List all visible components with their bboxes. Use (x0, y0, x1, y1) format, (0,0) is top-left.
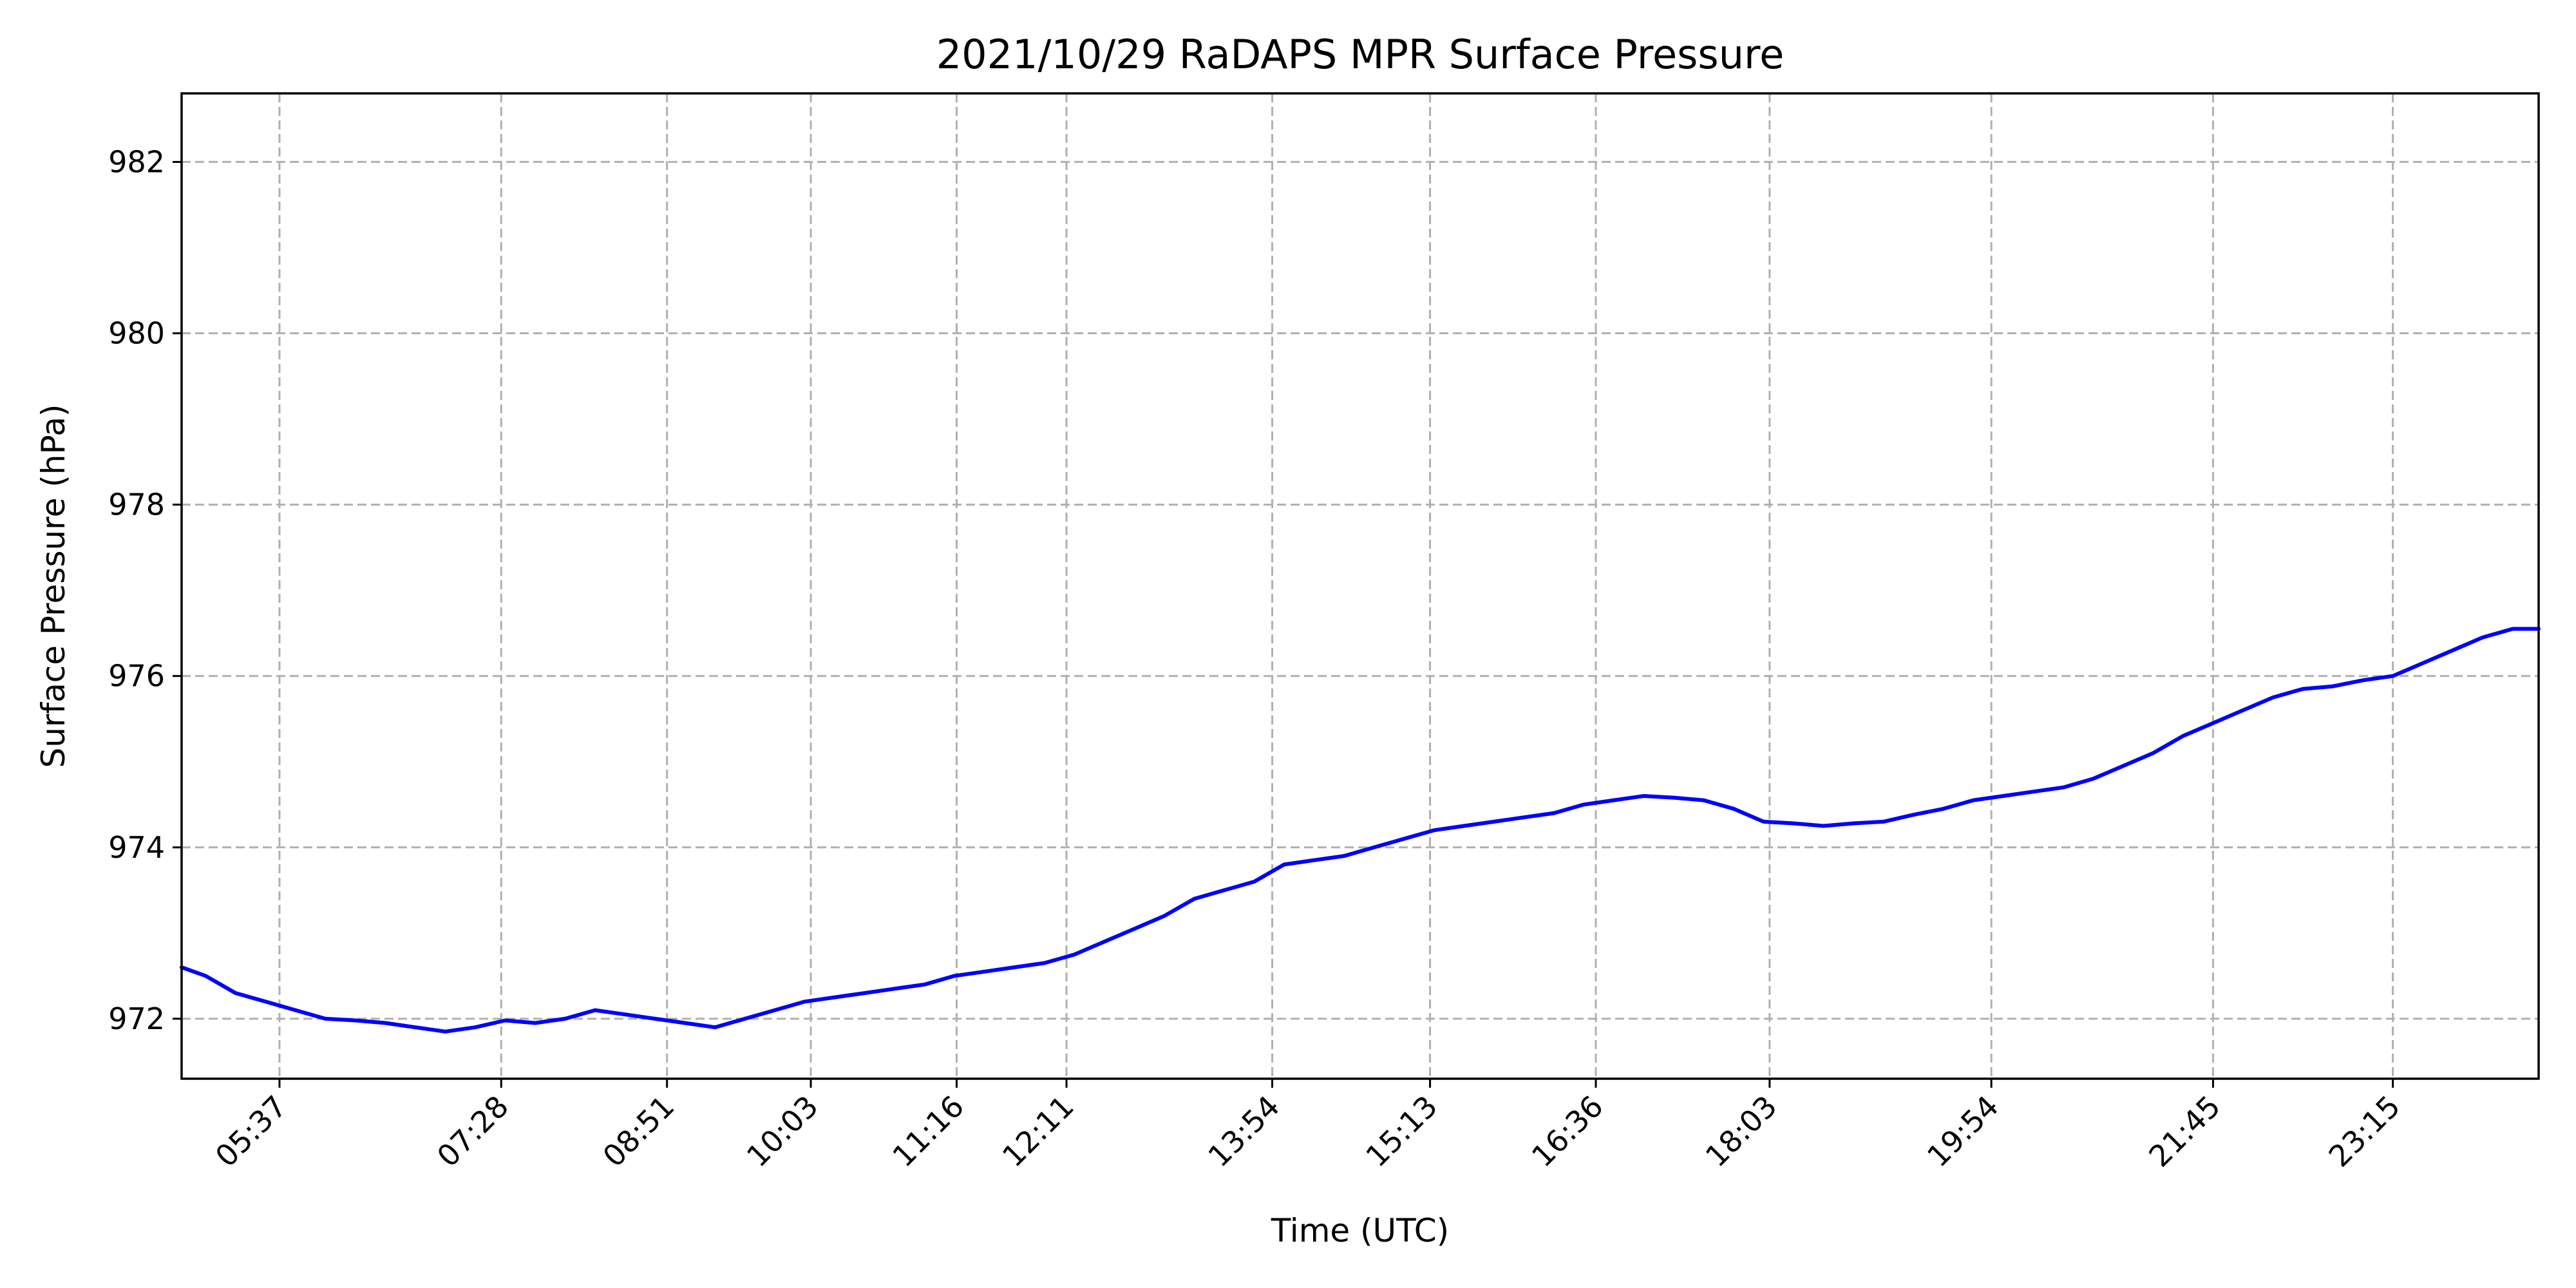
y-axis: 972 974 976 978 980 982 (108, 144, 182, 1036)
y-tick-label: 974 (108, 830, 165, 865)
chart-title: 2021/10/29 RaDAPS MPR Surface Pressure (936, 31, 1785, 78)
x-tick-label: 23:15 (2322, 1089, 2407, 1174)
y-tick-label: 972 (108, 1001, 165, 1036)
x-tick-label: 12:11 (996, 1089, 1081, 1174)
x-tick-label: 07:28 (430, 1089, 515, 1174)
series-layer (180, 627, 2541, 1034)
y-axis-label: Surface Pressure (hPa) (35, 404, 72, 768)
grid (182, 93, 2539, 1079)
x-tick-label: 18:03 (1699, 1089, 1784, 1174)
y-tick-label: 976 (108, 659, 165, 694)
x-tick-label: 16:36 (1525, 1089, 1610, 1174)
x-tick-label: 05:37 (209, 1089, 294, 1174)
x-tick-label: 21:45 (2142, 1089, 2227, 1174)
x-tick-label: 11:16 (886, 1089, 971, 1174)
y-tick-label: 980 (108, 316, 165, 351)
x-tick-label: 08:51 (596, 1089, 681, 1174)
y-tick-label: 978 (108, 488, 165, 522)
y-tick-label: 982 (108, 144, 165, 179)
x-axis: 05:37 07:28 08:51 10:03 11:16 12:11 13:54 15:13… (209, 1079, 2407, 1174)
x-tick-label: 19:54 (1920, 1089, 2005, 1174)
x-tick-label: 13:54 (1201, 1089, 1286, 1174)
x-tick-label: 15:13 (1359, 1089, 1444, 1174)
plot-frame (180, 92, 2540, 1080)
series-line (180, 627, 2541, 1034)
x-axis-label: Time (UTC) (1271, 1212, 1449, 1249)
x-tick-label: 10:03 (740, 1089, 825, 1174)
